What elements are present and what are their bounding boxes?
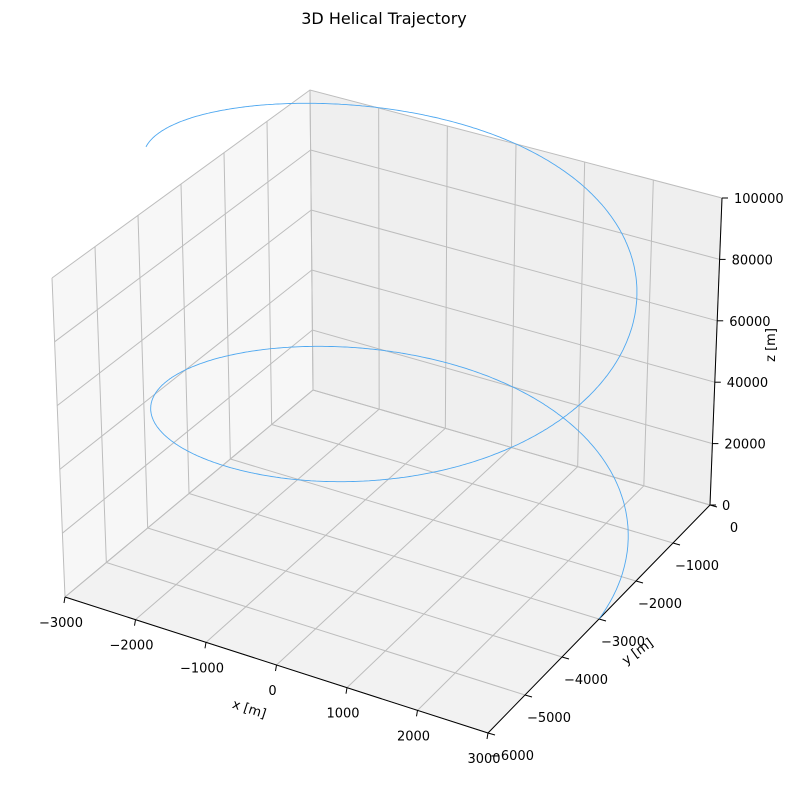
back-pane <box>310 90 722 505</box>
gridline-z <box>59 269 715 470</box>
x-tick-mark <box>275 664 277 672</box>
z-axis-line <box>709 197 723 506</box>
x-tick-label: −2000 <box>110 639 154 654</box>
y-tick-mark <box>524 694 533 698</box>
y-tick-mark <box>487 732 496 736</box>
gridline-z <box>56 209 718 406</box>
z-tick-label: 20000 <box>724 438 765 453</box>
x-tick-label: 0 <box>268 684 276 699</box>
chart-panes <box>52 90 722 733</box>
x-tick-mark <box>134 619 136 626</box>
z-tick-label: 40000 <box>727 376 768 391</box>
y-tick-label: −5000 <box>527 711 571 726</box>
gridline-z <box>54 149 720 343</box>
x-tick-mark <box>345 687 348 694</box>
gridline-z <box>62 329 713 534</box>
tick-labels: −3000 −2000 −1000 0 1000 2000 3000 0 −1000 −2000 −… <box>39 192 784 767</box>
x-tick-label: −3000 <box>39 616 83 631</box>
z-tick-label: 100000 <box>734 192 784 207</box>
y-tick-mark <box>598 618 607 622</box>
series-line <box>145 102 638 620</box>
chart-title: 3D Helical Trajectory <box>301 9 466 28</box>
z-tick-label: 80000 <box>732 253 773 268</box>
y-tick-label: −3000 <box>601 635 645 650</box>
x-axis-label: x [m] <box>230 697 268 722</box>
y-tick-mark <box>672 542 681 546</box>
x-tick-mark <box>416 710 418 717</box>
z-axis-label: z [m] <box>764 328 779 362</box>
z-tick-label: 0 <box>722 499 730 514</box>
y-tick-label: −6000 <box>490 749 534 764</box>
plot-area <box>145 102 638 620</box>
x-tick-mark <box>486 732 489 740</box>
x-tick-label: 2000 <box>397 729 430 744</box>
left-pane <box>52 90 313 597</box>
y-tick-mark <box>561 656 570 660</box>
gridline-z <box>51 89 723 279</box>
y-tick-label: −4000 <box>564 673 608 688</box>
x-tick-mark <box>204 642 207 649</box>
y-tick-label: −2000 <box>638 597 682 612</box>
x-tick-label: −1000 <box>180 661 224 676</box>
x-tick-label: 1000 <box>326 707 359 722</box>
x-tick-mark <box>63 596 66 604</box>
floor-pane <box>65 390 710 733</box>
z-tick-label: 60000 <box>729 315 770 330</box>
y-tick-label: 0 <box>730 521 738 536</box>
x-tick-label: 3000 <box>467 752 500 767</box>
y-tick-mark <box>635 580 644 584</box>
gridline-z <box>64 389 711 598</box>
y-tick-label: −1000 <box>675 559 719 574</box>
